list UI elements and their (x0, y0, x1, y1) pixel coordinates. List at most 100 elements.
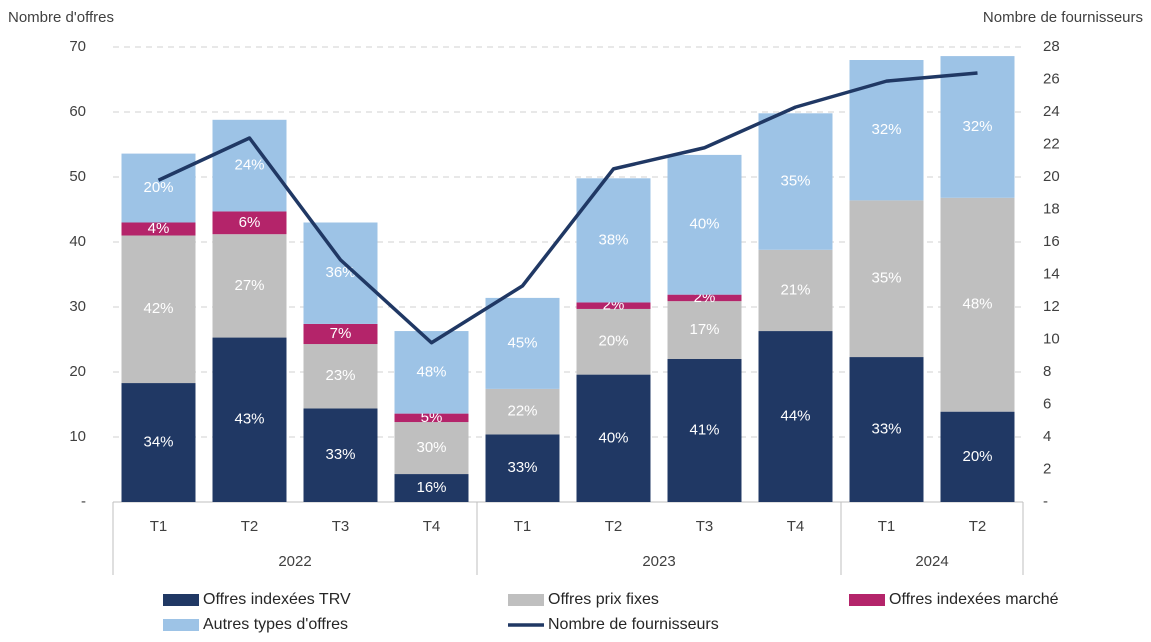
bar-segment (940, 56, 1015, 198)
bar-segment (485, 434, 560, 502)
bar-segment (758, 331, 833, 502)
legend-swatch (849, 594, 885, 606)
line-series (157, 71, 978, 345)
x-tick-label: T1 (150, 518, 168, 535)
y2-tick-label: 8 (1043, 363, 1051, 380)
y2-tick-label: 2 (1043, 460, 1051, 477)
group-label: 2022 (278, 553, 311, 570)
data-label: 20% (962, 448, 992, 465)
y-tick-label: 30 (69, 298, 86, 315)
y-tick-label: 70 (69, 38, 86, 55)
y2-tick-label: 12 (1043, 298, 1060, 315)
data-label: 32% (871, 121, 901, 138)
bar-segment (576, 302, 651, 309)
data-label: 35% (780, 173, 810, 190)
bar-segment (758, 113, 833, 250)
data-label: 7% (330, 325, 352, 342)
bar-segment (212, 211, 287, 235)
data-label: 33% (325, 446, 355, 463)
data-label: 36% (325, 264, 355, 281)
group-label: 2024 (915, 553, 948, 570)
bar-segment (303, 408, 378, 502)
bar-segment (758, 249, 833, 332)
data-label: 4% (148, 220, 170, 237)
x-tick-label: T2 (969, 518, 987, 535)
y2-tick-label: - (1043, 493, 1048, 510)
x-tick-label: T2 (241, 518, 259, 535)
bar-segment (121, 153, 196, 223)
y-tick-label: - (81, 493, 86, 510)
bar-segment (303, 323, 378, 345)
data-label: 48% (962, 296, 992, 313)
data-label: 21% (780, 281, 810, 298)
x-tick-label: T1 (878, 518, 896, 535)
y2-tick-label: 22 (1043, 135, 1060, 152)
bar-segment (212, 234, 287, 338)
bar-segment (849, 60, 924, 201)
data-label: 40% (598, 429, 628, 446)
data-label: 17% (689, 321, 719, 338)
data-label: 23% (325, 367, 355, 384)
y-tick-label: 60 (69, 103, 86, 120)
legend-label: Offres indexées TRV (203, 591, 351, 608)
bar-segment (940, 197, 1015, 412)
bar-segment (576, 308, 651, 375)
data-label: 27% (234, 277, 264, 294)
y2-tick-label: 14 (1043, 265, 1060, 282)
bar-segment (849, 357, 924, 502)
y2-tick-label: 26 (1043, 70, 1060, 87)
legend-label: Offres prix fixes (548, 591, 659, 608)
bar-segment (212, 337, 287, 502)
legend-label: Nombre de fournisseurs (548, 616, 719, 633)
data-label: 30% (416, 439, 446, 456)
bar-segment (394, 413, 469, 423)
data-label: 33% (507, 459, 537, 476)
legend-label: Autres types d'offres (203, 616, 348, 633)
y2-tick-label: 10 (1043, 330, 1060, 347)
bar-segment (394, 331, 469, 414)
bar-segment (667, 359, 742, 502)
bar-segment (212, 119, 287, 212)
x-tick-label: T1 (514, 518, 532, 535)
bar-segment (121, 383, 196, 502)
data-label: 40% (689, 216, 719, 233)
bar-segment (667, 294, 742, 302)
y2-axis-title: Nombre de fournisseurs (983, 9, 1143, 26)
y2-tick-label: 18 (1043, 200, 1060, 217)
bar-segment (667, 301, 742, 359)
y2-tick-label: 16 (1043, 233, 1060, 250)
data-label: 38% (598, 231, 628, 248)
bar-segment (667, 154, 742, 295)
data-label: 43% (234, 411, 264, 428)
legend-swatch (508, 594, 544, 606)
data-label: 41% (689, 421, 719, 438)
bar-segment (394, 474, 469, 502)
legend-swatch (163, 619, 199, 631)
bar-segment (121, 222, 196, 236)
x-tick-label: T4 (787, 518, 805, 535)
data-label: 45% (507, 334, 537, 351)
bar-segment (485, 388, 560, 435)
bar-segment (394, 422, 469, 475)
bar-segment (576, 374, 651, 502)
data-label: 33% (871, 420, 901, 437)
group-label: 2023 (642, 553, 675, 570)
data-label: 42% (143, 300, 173, 317)
y2-tick-label: 20 (1043, 168, 1060, 185)
y-tick-label: 20 (69, 363, 86, 380)
x-tick-label: T3 (332, 518, 350, 535)
data-label: 48% (416, 363, 446, 380)
data-label: 20% (598, 333, 628, 350)
data-label: 6% (239, 214, 261, 231)
y2-tick-label: 24 (1043, 103, 1060, 120)
y-tick-label: 50 (69, 168, 86, 185)
bar-segment (485, 297, 560, 389)
y2-tick-label: 6 (1043, 395, 1051, 412)
bar-segment (849, 200, 924, 358)
bar-segment (303, 222, 378, 324)
data-label: 22% (507, 403, 537, 420)
y2-tick-label: 4 (1043, 428, 1051, 445)
x-tick-label: T2 (605, 518, 623, 535)
data-label: 20% (143, 179, 173, 196)
